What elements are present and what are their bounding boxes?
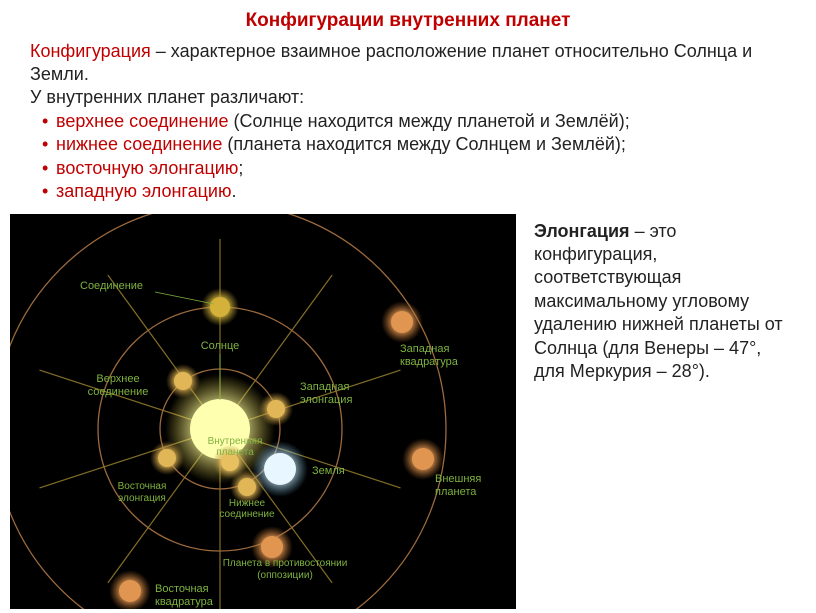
svg-text:соединение: соединение [88, 386, 149, 398]
svg-text:Западная: Западная [300, 381, 349, 393]
svg-text:(оппозиции): (оппозиции) [257, 570, 313, 581]
bullet-rest: (Солнце находится между планетой и Землё… [229, 111, 630, 131]
planet-config-diagram: СоединениеСолнцеВерхнеесоединениеЗападна… [10, 214, 516, 609]
bullet-item: западную элонгацию. [56, 180, 786, 203]
svg-text:элонгация: элонгация [300, 394, 352, 406]
bullet-highlight: нижнее соединение [56, 134, 222, 154]
bullet-highlight: западную элонгацию [56, 181, 231, 201]
definition: Конфигурация – характерное взаимное расп… [30, 40, 786, 85]
svg-text:Нижнее: Нижнее [229, 498, 266, 509]
bullet-highlight: верхнее соединение [56, 111, 229, 131]
svg-text:Соединение: Соединение [80, 280, 143, 292]
svg-text:соединение: соединение [219, 509, 275, 520]
svg-text:квадратура: квадратура [155, 596, 214, 608]
svg-text:Восточная: Восточная [155, 583, 209, 595]
svg-text:Внешняя: Внешняя [435, 473, 481, 485]
svg-text:Верхнее: Верхнее [96, 373, 139, 385]
subheading: У внутренних планет различают: [30, 87, 786, 108]
bullet-highlight: восточную элонгацию [56, 158, 238, 178]
bullet-item: восточную элонгацию; [56, 157, 786, 180]
slide-title: Конфигурации внутренних планет [30, 10, 786, 32]
svg-text:планета: планета [216, 447, 254, 458]
svg-text:Внутренняя: Внутренняя [208, 436, 263, 447]
svg-text:планета: планета [435, 486, 477, 498]
definition-term: Конфигурация [30, 41, 151, 61]
elongation-term: Элонгация [534, 221, 630, 241]
svg-text:элонгация: элонгация [118, 493, 166, 504]
bullet-rest: ; [238, 158, 243, 178]
elongation-rest: – это конфигурация, соответствующая макс… [534, 221, 783, 381]
svg-text:Планета в противостоянии: Планета в противостоянии [223, 558, 348, 569]
svg-text:Земля: Земля [312, 465, 345, 477]
svg-text:квадратура: квадратура [400, 356, 459, 368]
bullet-rest: . [231, 181, 236, 201]
svg-text:Западная: Западная [400, 343, 449, 355]
bullet-rest: (планета находится между Солнцем и Землё… [222, 134, 626, 154]
bullet-item: нижнее соединение (планета находится меж… [56, 133, 786, 156]
svg-text:Восточная: Восточная [118, 481, 167, 492]
bullet-list: верхнее соединение (Солнце находится меж… [30, 110, 786, 204]
svg-text:Солнце: Солнце [201, 340, 240, 352]
bullet-item: верхнее соединение (Солнце находится меж… [56, 110, 786, 133]
elongation-definition: Элонгация – это конфигурация, соответств… [534, 214, 792, 609]
